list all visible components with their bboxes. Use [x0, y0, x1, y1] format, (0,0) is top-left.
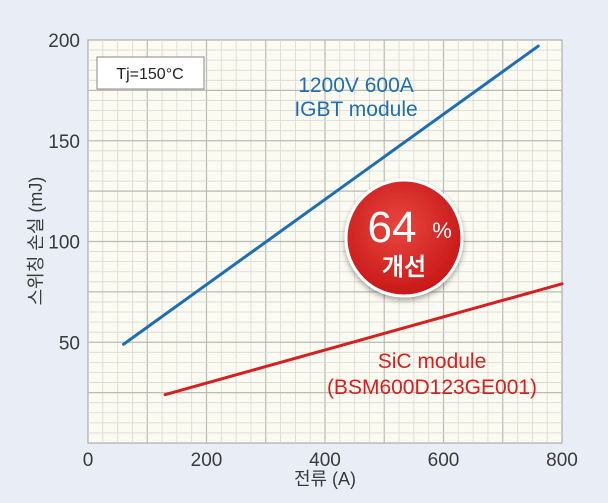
y-tick-label: 50: [59, 333, 80, 354]
x-tick-label: 600: [428, 450, 460, 471]
igbt-label-line1: 1200V 600A: [298, 74, 414, 97]
sic-label-line2: (BSM600D123GE001): [327, 376, 537, 399]
x-tick-label: 200: [191, 450, 223, 471]
condition-label: Tj=150°C: [96, 56, 205, 90]
igbt-label-line2: IGBT module: [294, 98, 417, 121]
condition-text: Tj=150°C: [116, 66, 183, 83]
sic-series-line: [163, 282, 564, 397]
sic-label-line1: SiC module: [378, 350, 487, 373]
condition-box: [96, 56, 205, 90]
badge-unit: %: [432, 218, 452, 243]
x-tick-label: 400: [309, 450, 341, 471]
y-tick-label: 150: [48, 132, 80, 153]
x-tick-label: 800: [546, 450, 578, 471]
x-axis-title: 전류 (A): [294, 469, 356, 489]
igbt-series-line: [122, 44, 540, 346]
badge-text: 개선: [382, 254, 426, 281]
badge-value: 64: [368, 203, 417, 252]
x-tick-label: 0: [83, 450, 94, 471]
badge-circle: [344, 178, 464, 298]
axis-ticks: 0 200 400 600 800 50 100 150 200: [48, 31, 578, 471]
y-tick-label: 200: [48, 31, 80, 52]
y-axis-title: 스위칭 손실 (mJ): [26, 177, 46, 306]
series-lines: [122, 44, 564, 397]
y-tick-label: 100: [48, 233, 80, 254]
improvement-badge: [344, 178, 464, 298]
